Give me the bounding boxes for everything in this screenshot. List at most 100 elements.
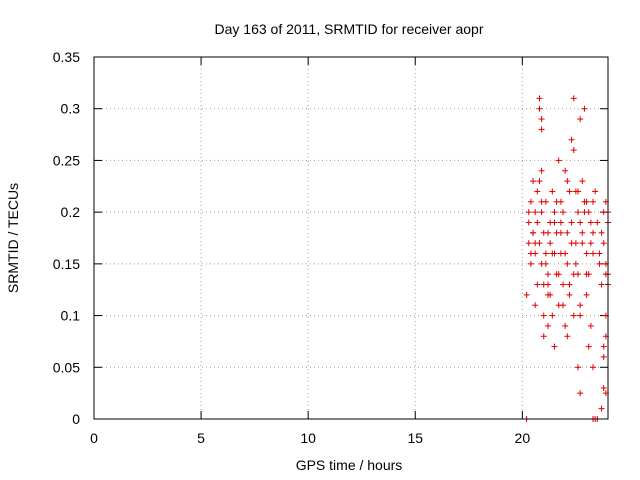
- data-point: [564, 178, 571, 185]
- data-point: [527, 260, 534, 267]
- data-point: [587, 219, 594, 226]
- data-point: [570, 95, 577, 102]
- data-points: [523, 95, 611, 422]
- y-tick-label: 0.1: [61, 308, 81, 324]
- data-point: [534, 219, 541, 226]
- data-point: [525, 219, 532, 226]
- data-point: [538, 116, 545, 123]
- data-point: [598, 229, 605, 236]
- data-point: [581, 105, 588, 112]
- data-point: [538, 126, 545, 133]
- y-tick-label: 0.25: [53, 152, 80, 168]
- y-tick-label: 0.05: [53, 359, 80, 375]
- data-point: [532, 302, 539, 309]
- data-point: [583, 271, 590, 278]
- data-point: [540, 312, 547, 319]
- data-point: [590, 250, 597, 257]
- data-point: [598, 281, 605, 288]
- data-point: [590, 364, 597, 371]
- data-point: [583, 250, 590, 257]
- data-point: [570, 312, 577, 319]
- data-point: [598, 405, 605, 412]
- data-point: [579, 178, 586, 185]
- data-point: [577, 312, 584, 319]
- chart-title: Day 163 of 2011, SRMTID for receiver aop…: [215, 21, 484, 37]
- data-point: [560, 209, 567, 216]
- data-point: [560, 281, 567, 288]
- data-point: [575, 364, 582, 371]
- data-point: [577, 116, 584, 123]
- y-axis-label: SRMTID / TECUs: [5, 183, 21, 293]
- data-point: [568, 136, 575, 143]
- data-point: [587, 240, 594, 247]
- data-point: [566, 291, 573, 298]
- data-point: [575, 188, 582, 195]
- data-point: [566, 281, 573, 288]
- data-point: [527, 250, 534, 257]
- data-point: [547, 291, 554, 298]
- data-point: [549, 188, 556, 195]
- plot-frame: [93, 56, 609, 420]
- data-point: [577, 390, 584, 397]
- data-point: [557, 229, 564, 236]
- data-point: [538, 209, 545, 216]
- data-point: [577, 302, 584, 309]
- data-point: [562, 250, 569, 257]
- data-point: [525, 209, 532, 216]
- data-point: [560, 302, 567, 309]
- data-point: [596, 260, 603, 267]
- x-tick-label: 10: [300, 430, 316, 446]
- data-point: [568, 219, 575, 226]
- data-point: [590, 229, 597, 236]
- data-point: [555, 271, 562, 278]
- data-point: [575, 209, 582, 216]
- data-point: [600, 353, 607, 360]
- data-point: [579, 240, 586, 247]
- data-point: [530, 178, 537, 185]
- data-point: [540, 333, 547, 340]
- data-point: [542, 250, 549, 257]
- axis-ticks: 0 0.05 0.1 0.15 0.2 0.25 0.3 0.35 0 5 10 15 20: [53, 49, 608, 446]
- data-point: [545, 271, 552, 278]
- grid-lines: [94, 57, 608, 419]
- data-point: [564, 333, 571, 340]
- data-point: [545, 229, 552, 236]
- data-point: [590, 198, 597, 205]
- data-point: [570, 147, 577, 154]
- data-point: [551, 219, 558, 226]
- data-point: [536, 178, 543, 185]
- data-point: [566, 188, 573, 195]
- data-point: [557, 219, 564, 226]
- data-point: [542, 260, 549, 267]
- y-tick-label: 0.3: [61, 101, 81, 117]
- data-point: [562, 167, 569, 174]
- data-point: [538, 198, 545, 205]
- data-point: [525, 240, 532, 247]
- data-point: [549, 312, 556, 319]
- data-point: [547, 240, 554, 247]
- data-point: [581, 209, 588, 216]
- data-point: [600, 343, 607, 350]
- x-tick-label: 15: [407, 430, 423, 446]
- data-point: [553, 198, 560, 205]
- data-point: [570, 271, 577, 278]
- data-point: [596, 250, 603, 257]
- data-point: [555, 157, 562, 164]
- data-point: [587, 322, 594, 329]
- data-point: [594, 219, 601, 226]
- x-tick-label: 20: [515, 430, 531, 446]
- x-axis-label: GPS time / hours: [296, 457, 403, 473]
- data-point: [579, 229, 586, 236]
- y-tick-label: 0.15: [53, 256, 80, 272]
- data-point: [583, 198, 590, 205]
- data-point: [572, 260, 579, 267]
- data-point: [600, 384, 607, 391]
- data-point: [532, 209, 539, 216]
- x-tick-label: 0: [90, 430, 98, 446]
- data-point: [545, 281, 552, 288]
- x-tick-label: 5: [197, 430, 205, 446]
- data-point: [564, 260, 571, 267]
- data-point: [536, 95, 543, 102]
- data-point: [551, 343, 558, 350]
- data-point: [527, 198, 534, 205]
